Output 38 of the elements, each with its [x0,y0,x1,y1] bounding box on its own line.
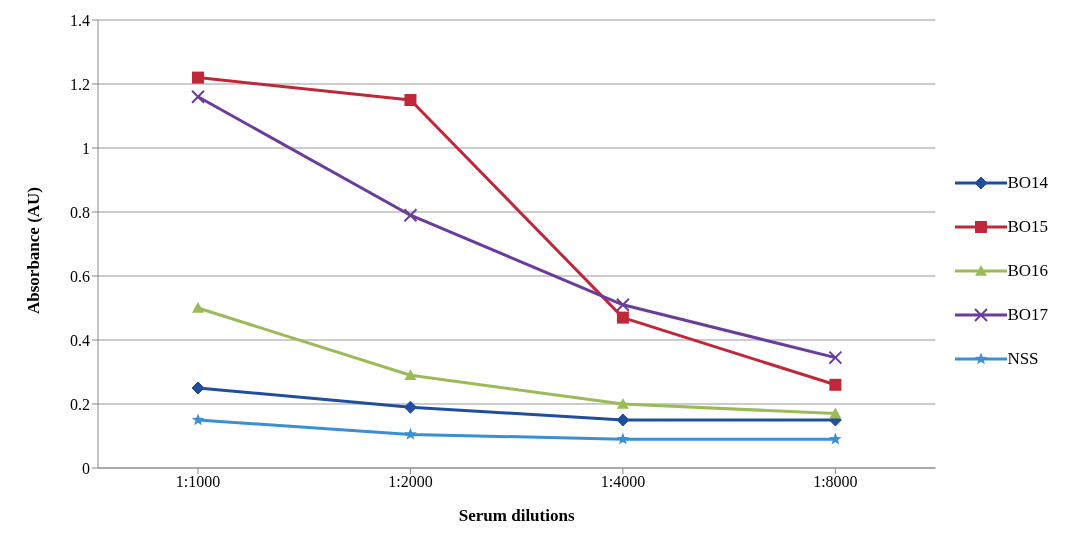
legend-label: BO14 [1007,172,1048,193]
legend-label: NSS [1007,348,1039,369]
point [404,94,417,106]
point [829,432,842,445]
point [191,89,205,104]
point [829,407,842,419]
point [829,378,842,391]
legend-label: BO16 [1007,260,1048,281]
x-tick-label: 1:1000 [175,473,221,491]
x-axis-title: Serum dilutions [458,506,575,525]
y-tick-label: 0.8 [70,203,90,221]
y-tick-label: 0.6 [70,267,90,285]
y-axis-title: Absorbance (AU) [24,186,44,314]
point [191,381,205,395]
y-tick-label: 0.2 [70,395,90,413]
point [828,350,843,365]
point [191,413,205,426]
y-tick-label: 1.4 [70,11,90,29]
point [192,302,204,313]
y-tick-label: 0.4 [70,331,90,349]
y-tick-label: 0 [82,459,90,477]
point [404,369,417,380]
legend-label: BO15 [1007,216,1048,237]
point [403,208,418,223]
x-tick-label: 1:8000 [813,473,858,491]
point [616,432,630,445]
point [615,297,630,312]
x-tick-label: 1:2000 [388,473,433,491]
point [616,311,629,324]
y-tick-label: 1.2 [70,75,90,93]
point [616,413,630,427]
point [403,400,417,414]
point [404,427,417,440]
legend-label: BO17 [1007,304,1048,325]
y-tick-label: 1 [82,139,90,157]
x-tick-label: 1:4000 [600,473,646,491]
point [616,398,629,409]
point [192,71,204,84]
